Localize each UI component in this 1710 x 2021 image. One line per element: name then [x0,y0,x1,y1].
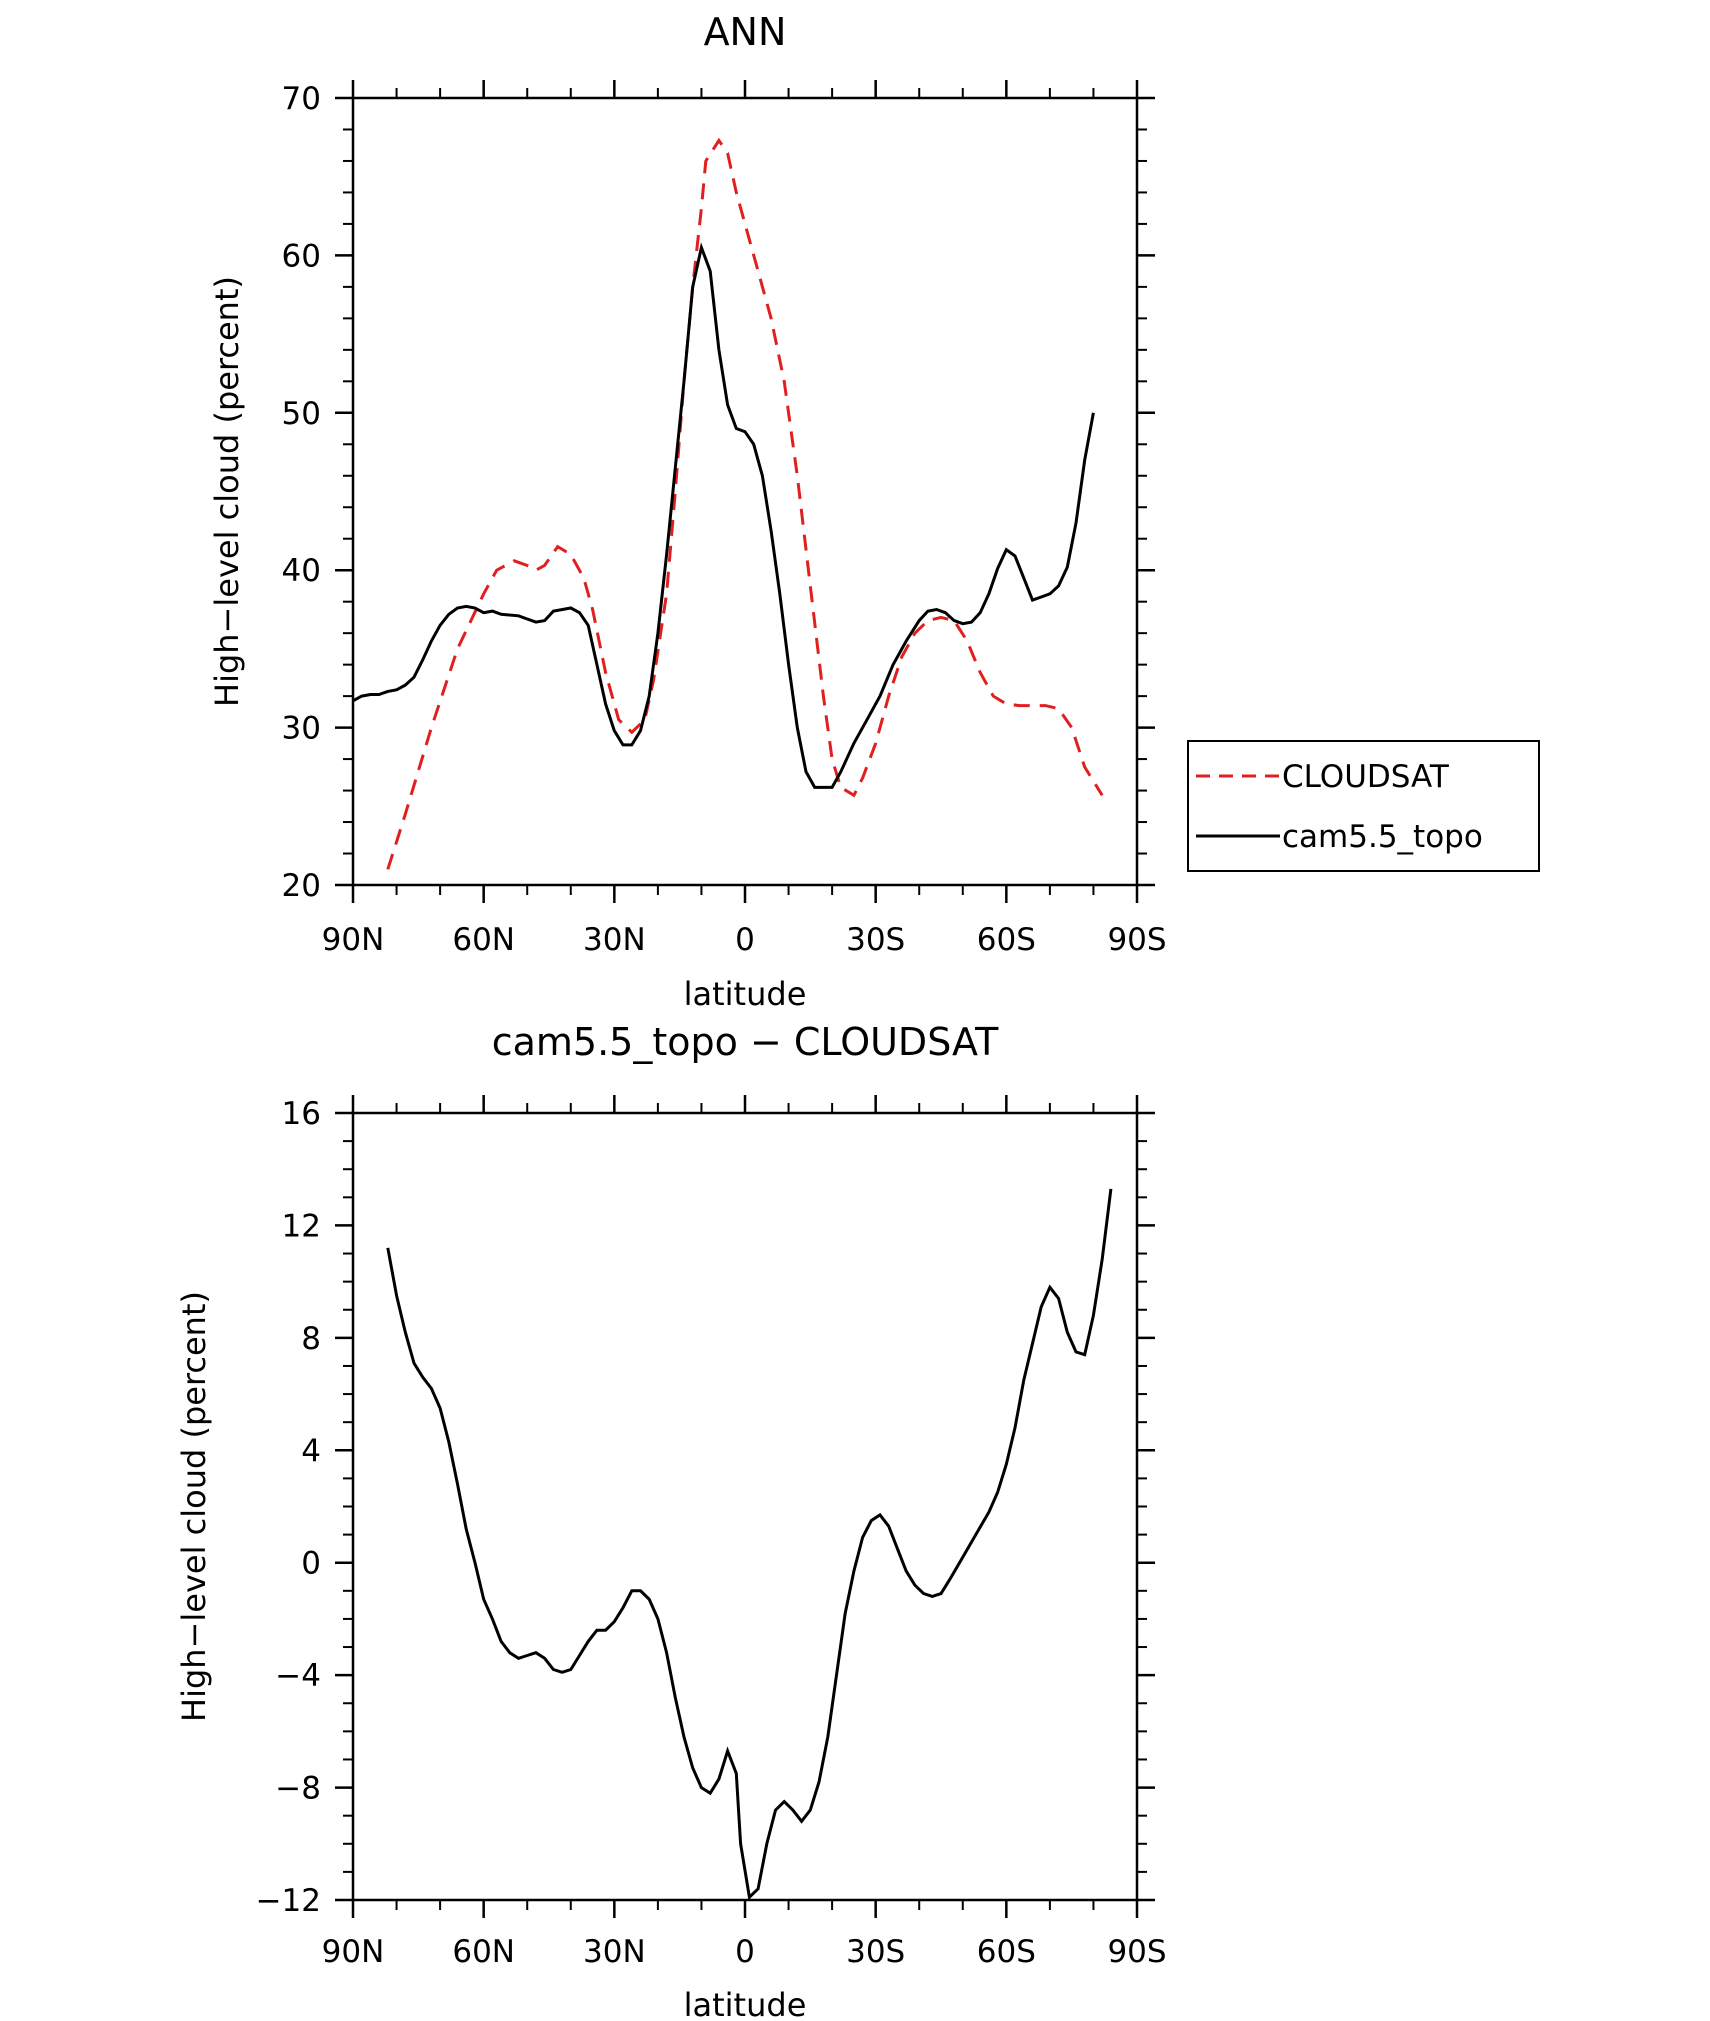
bottom-x-tick-labels: 90N 60N 30N 0 30S 60S 90S [322,1934,1167,1970]
bottom-y-tick-label: −4 [275,1658,321,1694]
top-y-tick-label: 70 [282,81,321,117]
bottom-y-tick-label: 0 [301,1546,321,1582]
top-plot-frame [351,96,1139,887]
top-x-tick-label: 0 [735,922,755,958]
legend: CLOUDSAT cam5.5_topo [1187,740,1540,872]
bottom-y-tick-label: 12 [282,1208,321,1244]
bottom-y-axis-title: High−level cloud (percent) [175,1291,213,1722]
top-y-tick-label: 40 [282,553,321,589]
bottom-x-tick-label: 90S [1107,1934,1166,1970]
bottom-x-tick-label: 0 [735,1934,755,1970]
legend-label-cloudsat: CLOUDSAT [1282,759,1450,795]
top-x-tick-label: 60S [977,922,1036,958]
series-line-cam5-5-topo [352,242,1095,789]
top-x-tick-label: 90S [1107,922,1166,958]
bottom-y-tick-label: 16 [282,1096,321,1132]
bottom-y-tick-label: −8 [275,1771,321,1807]
bottom-y-tick-labels: −12 −8 −4 0 4 8 12 16 [256,1096,321,1919]
bottom-plot-frame [351,1111,1139,1902]
series-line-difference [386,1188,1113,1901]
bottom-chart-title: cam5.5_topo − CLOUDSAT [492,1020,999,1064]
top-chart-title: ANN [704,10,787,54]
bottom-y-tick-label: 4 [301,1433,321,1469]
top-y-tick-label: 60 [282,238,321,274]
bottom-x-tick-label: 30N [583,1934,646,1970]
bottom-y-tick-label: 8 [301,1321,321,1357]
bottom-x-tick-label: 90N [322,1934,385,1970]
top-tick-marks [335,80,1155,903]
top-y-tick-labels: 20 30 40 50 60 70 [282,81,321,904]
bottom-x-axis-title: latitude [684,1986,807,2021]
bottom-x-tick-label: 60N [452,1934,515,1970]
bottom-x-tick-label: 60S [977,1934,1036,1970]
top-y-tick-label: 50 [282,396,321,432]
top-y-tick-label: 20 [282,868,321,904]
top-panel: ANN 20 30 40 50 60 70 90N 60N 30N 0 30S 60S 90S lat… [208,10,1540,1013]
top-x-tick-labels: 90N 60N 30N 0 30S 60S 90S [322,922,1167,958]
top-x-tick-label: 60N [452,922,515,958]
top-series-group [352,137,1104,870]
top-x-tick-label: 90N [322,922,385,958]
legend-label-cam5-5-topo: cam5.5_topo [1282,819,1483,855]
legend-box [1187,740,1540,872]
bottom-tick-marks [335,1095,1155,1918]
bottom-x-tick-label: 30S [846,1934,905,1970]
series-line-cloudsat [386,137,1104,870]
top-x-tick-label: 30N [583,922,646,958]
bottom-panel: cam5.5_topo − CLOUDSAT −12 −8 −4 0 4 8 12 16 90… [175,1020,1167,2021]
top-x-tick-label: 30S [846,922,905,958]
bottom-series-group [386,1188,1113,1901]
top-y-axis-title: High−level cloud (percent) [208,276,246,707]
bottom-y-tick-label: −12 [256,1883,321,1919]
top-x-axis-title: latitude [684,975,807,1013]
top-y-tick-label: 30 [282,711,321,747]
